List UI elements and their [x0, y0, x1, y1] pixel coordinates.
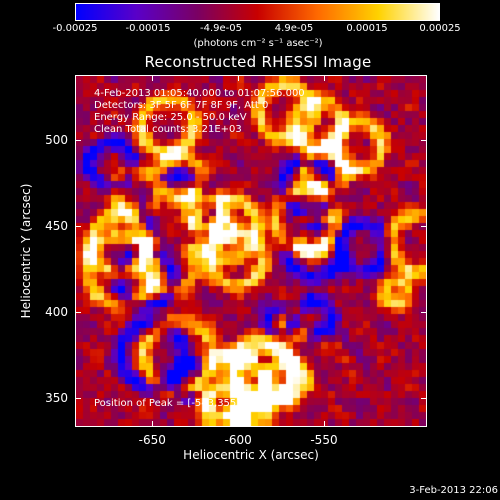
time-range-label: 4-Feb-2013 01:05:40.000 to 01:07:56.000 — [94, 88, 305, 99]
x-tick-label: -650 — [138, 433, 166, 447]
x-axis-label: Heliocentric X (arcsec) — [183, 448, 319, 462]
colorbar-tick-label: -0.00015 — [125, 23, 171, 34]
rhessi-heatmap — [76, 76, 426, 426]
colorbar-units: (photons cm⁻² s⁻¹ asec⁻²) — [193, 38, 323, 49]
x-tick-mark — [323, 421, 325, 427]
colorbar-tick-label: 0.00025 — [419, 23, 461, 34]
x-tick-mark — [238, 75, 240, 81]
colorbar-tick-label: -4.9e-05 — [200, 23, 242, 34]
y-tick-mark — [421, 140, 427, 142]
colorbar-tick-label: 4.9e-05 — [274, 23, 314, 34]
y-tick-mark — [421, 397, 427, 399]
colorbar-tick-label: 0.00015 — [346, 23, 388, 34]
x-tick-label: -550 — [310, 433, 338, 447]
peak-position-label: Position of Peak = [-543,355] — [94, 398, 241, 409]
y-tick-label: 500 — [45, 133, 68, 148]
y-tick-label: 450 — [45, 219, 68, 234]
colorbar-tick-label: -0.00025 — [52, 23, 98, 34]
x-tick-mark — [152, 421, 154, 427]
x-tick-label: -600 — [224, 433, 252, 447]
y-tick-mark — [75, 140, 81, 142]
y-tick-mark — [75, 311, 81, 313]
y-tick-mark — [421, 226, 427, 228]
clean-counts-label: Clean Total counts: 3.21E+03 — [94, 124, 242, 135]
energy-range-label: Energy Range: 25.0 - 50.0 keV — [94, 112, 247, 123]
y-tick-label: 350 — [45, 390, 68, 405]
y-tick-label: 400 — [45, 304, 68, 319]
plot-timestamp: 3-Feb-2013 22:06 — [409, 485, 498, 496]
image-plot: 4-Feb-2013 01:05:40.000 to 01:07:56.000 … — [75, 75, 427, 427]
y-tick-mark — [421, 311, 427, 313]
image-title: Reconstructed RHESSI Image — [144, 53, 372, 71]
x-tick-mark — [152, 75, 154, 81]
y-axis-label: Heliocentric Y (arcsec) — [19, 183, 33, 319]
colorbar — [75, 3, 440, 21]
x-tick-mark — [323, 75, 325, 81]
x-tick-mark — [238, 421, 240, 427]
y-tick-mark — [75, 226, 81, 228]
y-tick-mark — [75, 397, 81, 399]
detectors-label: Detectors: 3F 5F 6F 7F 8F 9F, Att 0 — [94, 100, 269, 111]
